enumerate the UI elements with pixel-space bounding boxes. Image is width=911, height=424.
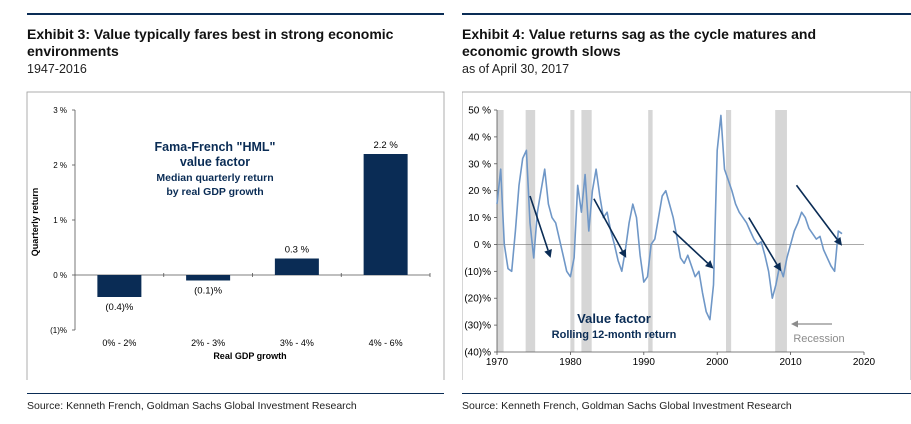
x-tick-label: 2000	[706, 357, 729, 368]
x-tick-label: 2% - 3%	[191, 338, 225, 348]
bottom-rule	[27, 393, 444, 394]
recession-legend-arrowhead	[791, 320, 798, 328]
exhibit4-panel: Exhibit 4: Value returns sag as the cycl…	[462, 0, 911, 424]
exhibit3-subtitle: 1947-2016	[27, 62, 87, 76]
trend-arrowhead	[773, 262, 782, 272]
y-ticks: (40)% (30)% (20)% (10)% 0 % 10 % 20 % 30 % 40 % 5…	[464, 106, 864, 359]
x-tick-label: 2010	[779, 357, 802, 368]
x-tick-label: 3% - 4%	[280, 338, 314, 348]
recession-label: Recession	[793, 333, 844, 345]
y-tick-label: (10)%	[464, 267, 491, 278]
trend-arrowhead	[834, 237, 842, 246]
bar	[97, 275, 142, 297]
bar-value-label: (0.4)%	[105, 302, 134, 313]
chart-annotation: Fama-French "HML" value factor Median qu…	[155, 140, 276, 198]
y-tick-label: 1 %	[53, 216, 67, 225]
y-tick-label: (1)%	[50, 326, 67, 335]
recession-band	[648, 110, 653, 352]
trend-arrow	[529, 195, 549, 251]
chart-frame	[26, 91, 445, 380]
x-tick-label: 1980	[559, 357, 582, 368]
recession-legend: Recession	[791, 320, 845, 345]
x-axis-label: Real GDP growth	[213, 351, 286, 361]
y-tick-label: (40)%	[464, 348, 491, 359]
trend-arrowhead	[705, 260, 714, 269]
value-factor-line	[496, 114, 843, 321]
trend-arrow	[795, 184, 838, 240]
bar	[274, 258, 319, 275]
series-label: Value factor	[577, 311, 651, 326]
recession-band	[775, 110, 787, 352]
y-tick-label: (30)%	[464, 321, 491, 332]
y-tick-label: 20 %	[468, 186, 491, 197]
x-tick-label: 4% - 6%	[369, 338, 403, 348]
annotation-line-1: Fama-French "HML"	[155, 140, 276, 154]
bar	[186, 275, 231, 281]
series-sublabel: Rolling 12-month return	[552, 329, 677, 341]
y-axis-label: Quarterly return	[30, 188, 40, 257]
annotation-line-4: by real GDP growth	[166, 186, 263, 198]
bar-value-label: (0.1)%	[194, 286, 223, 297]
y-tick-label: 30 %	[468, 159, 491, 170]
y-tick-label: 2 %	[53, 161, 67, 170]
bar-value-label: 0.3 %	[285, 245, 310, 256]
y-tick-label: (20)%	[464, 294, 491, 305]
exhibit4-source: Source: Kenneth French, Goldman Sachs Gl…	[462, 400, 792, 412]
chart-frame	[462, 91, 911, 380]
annotation-line-2: value factor	[180, 155, 250, 169]
trend-arrow	[593, 198, 624, 252]
bars: (0.4)% 0% - 2% (0.1)% 2% - 3% 0.3 % 3% - 4% 2.…	[97, 140, 431, 348]
x-ticks: 1970 1980 1990 2000 2010 2020	[486, 351, 876, 368]
bar-value-label: 2.2 %	[373, 140, 398, 151]
recession-band	[726, 110, 732, 352]
y-tick-label: 40 %	[468, 132, 491, 143]
y-tick-label: 10 %	[468, 213, 491, 224]
exhibit3-title: Exhibit 3: Value typically fares best in…	[27, 26, 394, 59]
bottom-rule	[462, 393, 911, 394]
top-rule	[27, 13, 444, 15]
trend-arrow	[748, 217, 778, 265]
recession-band	[570, 110, 575, 352]
line-chart: (40)% (30)% (20)% (10)% 0 % 10 % 20 % 30 % 40 % 5…	[462, 91, 911, 380]
y-tick-label: 3 %	[53, 106, 67, 115]
recession-band	[581, 110, 592, 352]
chart-annotation: Value factor Rolling 12-month return	[552, 311, 677, 341]
y-tick-label: 0 %	[474, 240, 491, 251]
annotation-line-3: Median quarterly return	[156, 172, 273, 184]
trend-arrowhead	[618, 249, 627, 258]
trend-arrow	[672, 230, 709, 264]
bar-chart: (1)% 0 % 1 % 2 % 3 % (0.4)% 0% - 2% (0.1)% 2% -…	[26, 91, 445, 380]
exhibit4-subtitle: as of April 30, 2017	[462, 62, 570, 76]
exhibit3-source: Source: Kenneth French, Goldman Sachs Gl…	[27, 400, 357, 412]
exhibit4-title: Exhibit 4: Value returns sag as the cycl…	[462, 26, 817, 59]
recession-band	[497, 110, 504, 352]
x-tick-label: 0% - 2%	[102, 338, 136, 348]
trend-arrowhead	[544, 249, 552, 258]
x-tick-label: 2020	[853, 357, 876, 368]
value-factor-series	[496, 114, 843, 321]
y-tick-label: 0 %	[53, 271, 67, 280]
y-tick-label: 50 %	[468, 106, 491, 117]
exhibit3-panel: Exhibit 3: Value typically fares best in…	[0, 0, 450, 424]
x-tick-label: 1970	[486, 357, 509, 368]
top-rule	[462, 13, 911, 15]
bar	[363, 154, 408, 275]
x-tick-label: 1990	[633, 357, 656, 368]
trend-arrows	[529, 184, 842, 272]
